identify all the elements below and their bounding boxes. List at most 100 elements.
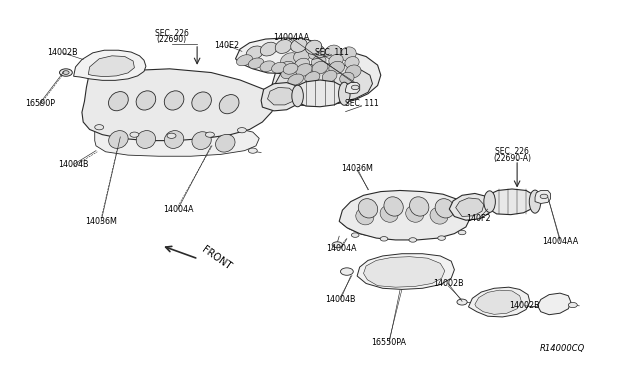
Polygon shape: [342, 200, 461, 239]
Ellipse shape: [271, 62, 287, 73]
Circle shape: [438, 236, 445, 240]
Polygon shape: [261, 83, 301, 111]
Ellipse shape: [339, 82, 350, 105]
Text: 14004A: 14004A: [326, 244, 356, 253]
Text: 14036M: 14036M: [341, 164, 373, 173]
Circle shape: [205, 132, 214, 137]
Text: 140E2: 140E2: [214, 41, 240, 50]
Text: 14004A: 14004A: [163, 205, 193, 214]
Text: 14002B: 14002B: [47, 48, 78, 57]
Ellipse shape: [283, 63, 298, 74]
Ellipse shape: [329, 54, 343, 66]
Ellipse shape: [294, 49, 310, 62]
Ellipse shape: [435, 199, 454, 218]
Ellipse shape: [248, 58, 264, 68]
Polygon shape: [456, 198, 484, 217]
Circle shape: [351, 85, 359, 90]
Circle shape: [237, 128, 246, 133]
Ellipse shape: [356, 208, 374, 225]
Circle shape: [380, 237, 388, 241]
Ellipse shape: [358, 199, 378, 218]
Circle shape: [409, 238, 417, 242]
Text: 14004B: 14004B: [58, 160, 89, 169]
Polygon shape: [346, 83, 360, 94]
Circle shape: [95, 125, 104, 130]
Text: SEC. 111: SEC. 111: [345, 99, 378, 108]
Text: 14004B: 14004B: [325, 295, 356, 304]
Circle shape: [332, 242, 342, 248]
Polygon shape: [88, 56, 134, 77]
Ellipse shape: [288, 74, 303, 85]
Ellipse shape: [329, 61, 344, 74]
Ellipse shape: [109, 92, 128, 111]
Ellipse shape: [305, 40, 322, 54]
Circle shape: [167, 133, 176, 138]
Polygon shape: [357, 254, 454, 289]
Ellipse shape: [294, 58, 310, 70]
Ellipse shape: [292, 85, 303, 107]
Ellipse shape: [164, 91, 184, 110]
Circle shape: [340, 268, 353, 275]
Circle shape: [63, 71, 69, 74]
Ellipse shape: [406, 206, 424, 222]
Polygon shape: [296, 80, 346, 107]
Polygon shape: [95, 124, 259, 156]
Ellipse shape: [346, 65, 361, 78]
Ellipse shape: [280, 53, 298, 66]
Ellipse shape: [260, 42, 277, 56]
Ellipse shape: [296, 64, 312, 76]
Ellipse shape: [260, 61, 275, 71]
Ellipse shape: [136, 131, 156, 148]
Text: 14002B: 14002B: [433, 279, 463, 288]
Polygon shape: [488, 189, 536, 215]
Ellipse shape: [308, 46, 325, 60]
Text: SEC. 226: SEC. 226: [495, 147, 529, 156]
Polygon shape: [475, 290, 522, 314]
Ellipse shape: [237, 55, 252, 66]
Ellipse shape: [384, 197, 403, 216]
Ellipse shape: [345, 57, 359, 68]
Text: 16590P: 16590P: [25, 99, 54, 108]
Ellipse shape: [340, 72, 354, 84]
Text: R14000CQ: R14000CQ: [540, 344, 584, 353]
Polygon shape: [535, 190, 550, 203]
Text: 140F2: 140F2: [467, 214, 491, 223]
Ellipse shape: [291, 38, 307, 52]
Ellipse shape: [529, 190, 541, 213]
Text: 16550PA: 16550PA: [372, 339, 406, 347]
Polygon shape: [275, 64, 372, 105]
Ellipse shape: [312, 55, 326, 67]
Ellipse shape: [216, 134, 235, 152]
Circle shape: [540, 194, 548, 199]
Ellipse shape: [164, 131, 184, 148]
Ellipse shape: [305, 72, 320, 83]
Ellipse shape: [484, 191, 495, 212]
Polygon shape: [468, 287, 530, 317]
Ellipse shape: [279, 61, 294, 73]
Text: 14036M: 14036M: [85, 217, 117, 226]
Text: 14002B: 14002B: [509, 301, 540, 310]
Text: FRONT: FRONT: [200, 244, 234, 272]
Ellipse shape: [322, 70, 337, 82]
Polygon shape: [339, 190, 470, 240]
Polygon shape: [538, 293, 571, 315]
Ellipse shape: [430, 208, 448, 224]
Polygon shape: [268, 87, 296, 105]
Polygon shape: [74, 50, 146, 80]
Circle shape: [60, 69, 72, 76]
Text: (22690): (22690): [156, 35, 187, 44]
Text: (22690-A): (22690-A): [493, 154, 531, 163]
Circle shape: [458, 230, 466, 235]
Ellipse shape: [312, 61, 328, 74]
Ellipse shape: [192, 132, 211, 150]
Ellipse shape: [324, 45, 341, 59]
Ellipse shape: [109, 131, 128, 148]
Ellipse shape: [220, 94, 239, 114]
Ellipse shape: [281, 66, 298, 79]
Circle shape: [568, 302, 577, 308]
Ellipse shape: [380, 206, 398, 222]
Circle shape: [130, 132, 139, 137]
Polygon shape: [272, 50, 381, 106]
Text: 14004AA: 14004AA: [273, 33, 309, 42]
Polygon shape: [236, 38, 325, 74]
